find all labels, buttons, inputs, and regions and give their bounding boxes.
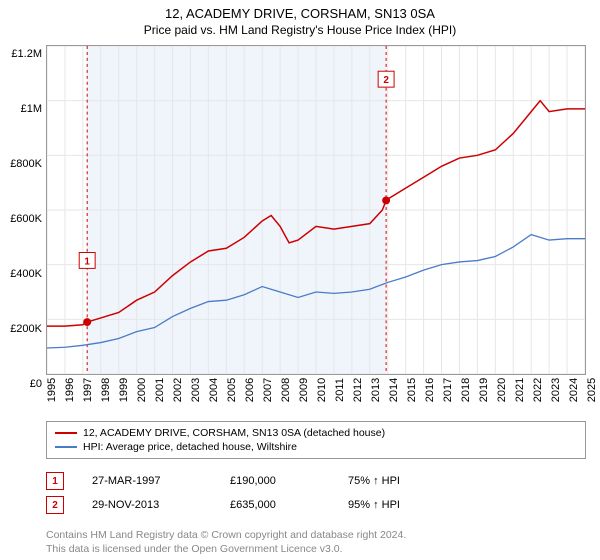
x-tick-label: 2022 [532,378,544,402]
x-tick-label: 1998 [100,378,112,402]
legend-item: HPI: Average price, detached house, Wilt… [55,440,577,454]
svg-text:2: 2 [383,75,389,86]
footer-note: Contains HM Land Registry data © Crown c… [46,529,586,556]
x-tick-label: 2001 [154,378,166,402]
x-tick-label: 2016 [424,378,436,402]
x-tick-label: 2019 [478,378,490,402]
legend: 12, ACADEMY DRIVE, CORSHAM, SN13 0SA (de… [46,421,586,459]
x-tick-label: 2000 [136,378,148,402]
y-tick-label: £1M [0,103,42,115]
y-tick-label: £400K [0,268,42,280]
x-tick-label: 2011 [334,378,346,402]
x-tick-label: 2006 [244,378,256,402]
x-tick-label: 2023 [550,378,562,402]
x-tick-label: 2018 [460,378,472,402]
x-tick-label: 2017 [442,378,454,402]
plot-svg: 12 [46,45,586,375]
x-tick-label: 2007 [262,378,274,402]
y-tick-label: £0 [0,378,42,390]
marker-box: 2 [46,496,64,514]
x-tick-label: 2020 [496,378,508,402]
y-tick-label: £800K [0,158,42,170]
x-tick-label: 1999 [118,378,130,402]
x-tick-label: 2012 [352,378,364,402]
chart-area: 12 [46,45,586,375]
marker-table: 1 27-MAR-1997 £190,000 75% ↑ HPI 2 29-NO… [46,469,586,517]
x-tick-label: 2003 [190,378,202,402]
marker-date: 27-MAR-1997 [92,475,202,487]
legend-label: 12, ACADEMY DRIVE, CORSHAM, SN13 0SA (de… [83,427,385,439]
chart-subtitle: Price paid vs. HM Land Registry's House … [0,23,600,37]
x-tick-label: 1996 [64,378,76,402]
marker-hpi: 75% ↑ HPI [348,475,400,487]
x-tick-label: 2008 [280,378,292,402]
chart-container: 12, ACADEMY DRIVE, CORSHAM, SN13 0SA Pri… [0,6,600,556]
x-tick-label: 2021 [514,378,526,402]
marker-row: 2 29-NOV-2013 £635,000 95% ↑ HPI [46,493,586,517]
y-tick-label: £600K [0,213,42,225]
marker-box: 1 [46,472,64,490]
x-tick-label: 2010 [316,378,328,402]
marker-date: 29-NOV-2013 [92,499,202,511]
marker-price: £190,000 [230,475,320,487]
chart-title: 12, ACADEMY DRIVE, CORSHAM, SN13 0SA [0,6,600,21]
x-tick-label: 2014 [388,378,400,402]
x-tick-label: 2005 [226,378,238,402]
marker-row: 1 27-MAR-1997 £190,000 75% ↑ HPI [46,469,586,493]
x-tick-label: 1995 [46,378,58,402]
x-tick-label: 2015 [406,378,418,402]
y-axis: £0£200K£400K£600K£800K£1M£1.2M [0,54,44,384]
footer-line1: Contains HM Land Registry data © Crown c… [46,529,586,543]
legend-item: 12, ACADEMY DRIVE, CORSHAM, SN13 0SA (de… [55,426,577,440]
marker-hpi: 95% ↑ HPI [348,499,400,511]
svg-text:1: 1 [84,256,90,267]
x-tick-label: 2004 [208,378,220,402]
x-axis: 1995199619971998199920002001200220032004… [46,386,586,426]
x-tick-label: 2002 [172,378,184,402]
x-tick-label: 2025 [586,378,598,402]
marker-price: £635,000 [230,499,320,511]
x-tick-label: 1997 [82,378,94,402]
x-tick-label: 2024 [568,378,580,402]
x-tick-label: 2013 [370,378,382,402]
legend-label: HPI: Average price, detached house, Wilt… [83,441,297,453]
y-tick-label: £1.2M [0,48,42,60]
x-tick-label: 2009 [298,378,310,402]
legend-swatch [55,446,77,448]
y-tick-label: £200K [0,323,42,335]
legend-swatch [55,432,77,434]
footer-line2: This data is licensed under the Open Gov… [46,543,586,557]
